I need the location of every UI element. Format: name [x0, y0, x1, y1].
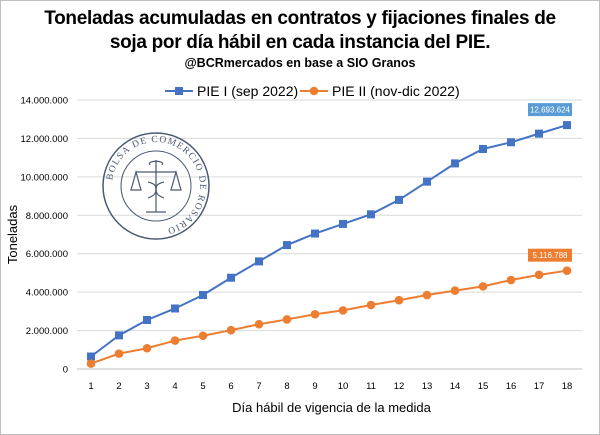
y-tick-label: 12.000.000 [20, 134, 68, 145]
legend-marker [309, 86, 319, 96]
data-point [310, 309, 320, 319]
seal-emblem [130, 160, 182, 213]
data-point [367, 210, 375, 219]
y-tick-label: 10.000.000 [20, 172, 68, 183]
data-point [451, 159, 459, 168]
series-2 [86, 266, 572, 368]
data-point [198, 331, 208, 341]
data-point [535, 129, 543, 138]
end-label-text: 12.693.624 [530, 105, 571, 114]
legend-marker [175, 87, 183, 95]
data-point [171, 304, 179, 313]
y-tick-label: 14.000.000 [20, 96, 68, 107]
data-point [450, 286, 460, 295]
y-tick-label: 8.000.000 [26, 211, 68, 222]
data-point [423, 177, 431, 186]
data-point [394, 295, 404, 305]
data-point [170, 336, 180, 345]
y-tick-label: 2.000.000 [26, 326, 68, 337]
data-labels: 12.693.624 5.116.788 [528, 103, 572, 262]
data-point [395, 195, 403, 204]
y-tick-label: 0 [63, 365, 68, 376]
data-point [283, 241, 291, 250]
x-tick-label: 17 [534, 381, 545, 392]
y-axis-title: Toneladas [5, 204, 20, 264]
series-1 [87, 121, 571, 361]
y-tick-label: 4.000.000 [26, 288, 68, 299]
x-axis-title: Día hábil de vigencia de la medida [232, 400, 432, 415]
legend-item-1: PIE I (sep 2022) [165, 83, 298, 99]
x-tick-label: 10 [338, 381, 349, 392]
x-tick-label: 6 [228, 381, 233, 392]
x-tick-label: 14 [450, 381, 461, 392]
data-point [114, 349, 124, 358]
end-label-text: 5.116.788 [533, 251, 569, 260]
data-point [115, 331, 123, 340]
x-tick-label: 9 [312, 381, 317, 392]
legend-label: PIE II (nov-dic 2022) [332, 83, 460, 99]
x-tick-label: 12 [394, 381, 405, 392]
data-point [255, 257, 263, 266]
x-tick-label: 2 [116, 381, 121, 392]
data-point [534, 270, 544, 280]
x-tick-label: 13 [422, 381, 433, 392]
seal-outer-ring [102, 132, 210, 240]
x-tick-label: 16 [506, 381, 517, 392]
legend: PIE I (sep 2022) PIE II (nov-dic 2022) [165, 83, 460, 99]
x-tick-label: 18 [562, 381, 573, 392]
logo-seal: BOLSA DE COMERCIO DE ROSARIO [102, 132, 210, 240]
end-label-box [528, 103, 572, 117]
x-tick-label: 3 [144, 381, 149, 392]
y-tick-label: 6.000.000 [26, 249, 68, 260]
data-point [339, 219, 347, 228]
data-point [338, 306, 348, 315]
x-tick-label: 7 [256, 381, 261, 392]
chart-subtitle: @BCRmercados en base a SIO Granos [184, 56, 416, 70]
data-point [254, 319, 264, 329]
data-point [142, 343, 152, 353]
legend-label: PIE I (sep 2022) [197, 83, 298, 99]
data-point [478, 282, 488, 291]
series-layer [86, 121, 572, 368]
x-tick-label: 5 [200, 381, 205, 392]
data-point [87, 352, 95, 361]
legend-item-2: PIE II (nov-dic 2022) [300, 83, 460, 99]
data-point [227, 273, 235, 282]
x-tick-label: 8 [284, 381, 289, 392]
gridlines [77, 99, 582, 332]
seal-inner-ring [120, 150, 192, 222]
end-label-2: 5.116.788 [528, 248, 572, 262]
data-point [282, 315, 292, 324]
x-tick-label: 1 [88, 381, 93, 392]
x-tick-label: 15 [478, 381, 489, 392]
data-point [226, 325, 236, 335]
data-point [562, 266, 572, 275]
data-point [143, 316, 151, 325]
data-point [86, 359, 96, 368]
axes: 0 2.000.000 4.000.000 6.000.000 8.000.000 10.… [5, 96, 582, 415]
data-point [422, 290, 432, 300]
data-point [506, 275, 516, 285]
data-point [366, 300, 376, 310]
data-point [479, 144, 487, 153]
x-tick-label: 11 [366, 381, 376, 392]
data-point [563, 121, 571, 130]
end-label-box [528, 248, 572, 262]
chart-title-line-2: soja por día hábil en cada instancia del… [109, 32, 491, 53]
data-point [311, 229, 319, 238]
chart-title-line-1: Toneladas acumuladas en contratos y fija… [44, 8, 556, 29]
end-label-1: 12.693.624 [528, 103, 572, 117]
series-line [90, 124, 568, 358]
x-tick-label: 4 [172, 381, 177, 392]
series-line [90, 269, 568, 365]
data-point [199, 291, 207, 300]
data-point [507, 138, 515, 147]
